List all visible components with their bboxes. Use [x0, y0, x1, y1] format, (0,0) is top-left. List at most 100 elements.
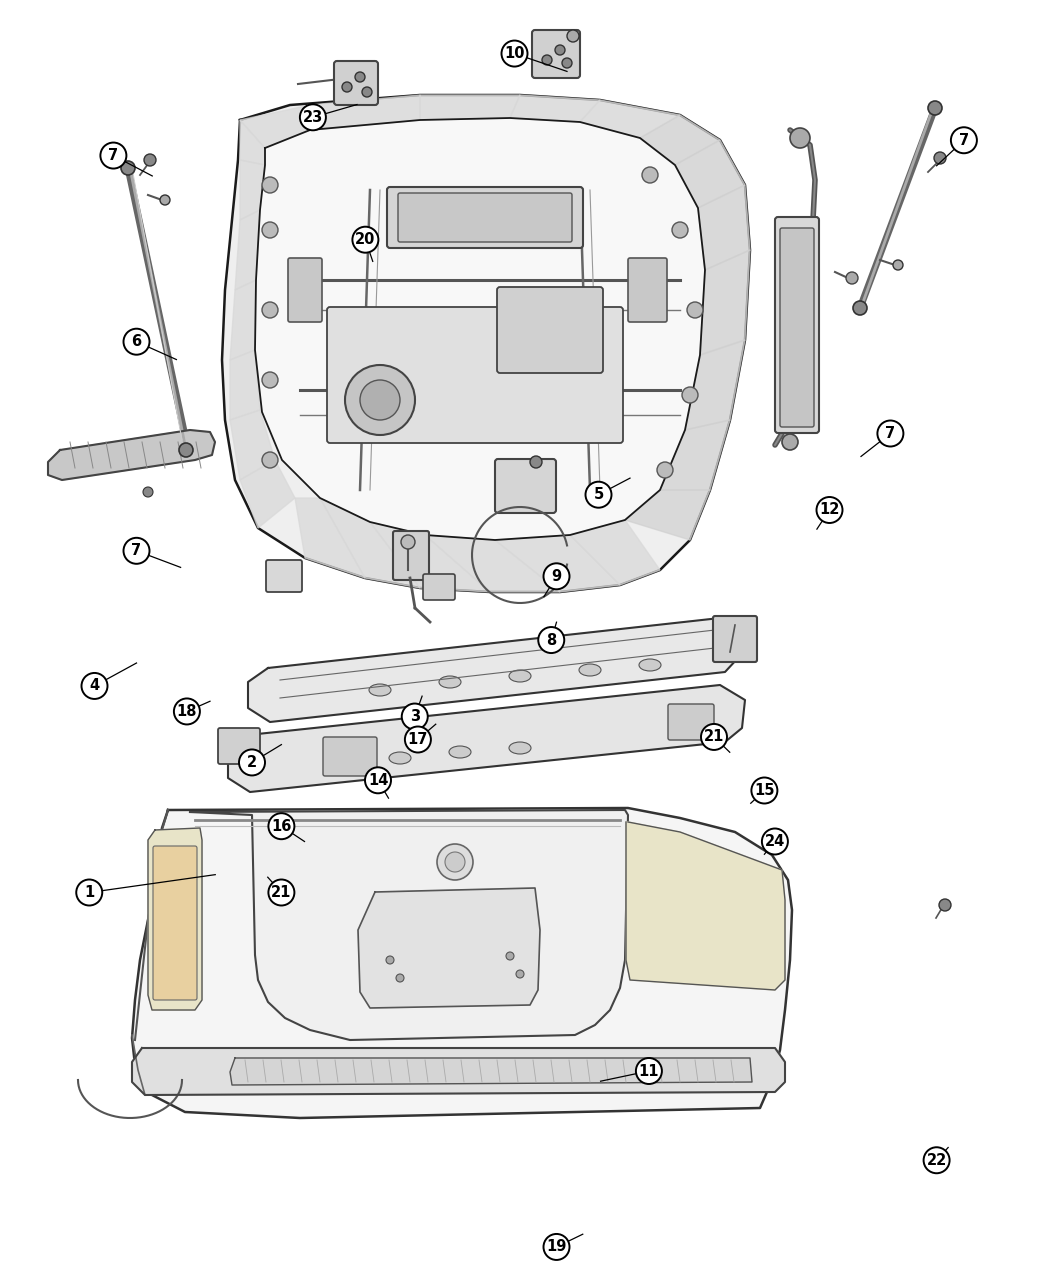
Circle shape: [687, 302, 704, 317]
Circle shape: [239, 750, 265, 775]
Circle shape: [934, 152, 946, 164]
Ellipse shape: [369, 683, 391, 696]
Text: 6: 6: [131, 334, 142, 349]
Polygon shape: [228, 685, 746, 792]
Circle shape: [506, 952, 514, 960]
Circle shape: [355, 71, 365, 82]
FancyBboxPatch shape: [327, 307, 623, 442]
Circle shape: [672, 222, 688, 238]
Text: 23: 23: [302, 110, 323, 125]
Circle shape: [360, 380, 400, 419]
Circle shape: [437, 844, 472, 880]
Circle shape: [562, 57, 572, 68]
Circle shape: [174, 699, 200, 724]
Polygon shape: [700, 250, 750, 354]
Text: 24: 24: [764, 834, 785, 849]
Text: 17: 17: [407, 732, 428, 747]
Circle shape: [124, 538, 149, 564]
FancyBboxPatch shape: [495, 459, 556, 513]
Circle shape: [555, 45, 565, 55]
FancyBboxPatch shape: [780, 228, 814, 427]
Circle shape: [846, 272, 858, 284]
Circle shape: [939, 899, 951, 912]
Circle shape: [782, 434, 798, 450]
Circle shape: [144, 154, 156, 166]
Circle shape: [121, 161, 135, 175]
FancyBboxPatch shape: [323, 737, 377, 776]
Polygon shape: [230, 411, 275, 479]
FancyBboxPatch shape: [775, 217, 819, 434]
FancyBboxPatch shape: [398, 193, 572, 242]
Polygon shape: [310, 96, 420, 130]
Circle shape: [405, 727, 430, 752]
Text: 11: 11: [638, 1063, 659, 1079]
Polygon shape: [295, 499, 365, 578]
Polygon shape: [190, 810, 628, 1040]
Circle shape: [262, 453, 278, 468]
Ellipse shape: [449, 746, 471, 759]
Ellipse shape: [579, 664, 601, 676]
Polygon shape: [132, 1048, 785, 1095]
Text: 4: 4: [89, 678, 100, 694]
FancyBboxPatch shape: [532, 31, 580, 78]
Text: 5: 5: [593, 487, 604, 502]
Circle shape: [516, 970, 524, 978]
Polygon shape: [510, 96, 600, 122]
Text: 7: 7: [131, 543, 142, 558]
Polygon shape: [148, 827, 202, 1010]
Text: 21: 21: [704, 729, 724, 745]
Polygon shape: [240, 460, 295, 528]
Circle shape: [178, 442, 193, 456]
Polygon shape: [626, 822, 785, 989]
Text: 9: 9: [551, 569, 562, 584]
Polygon shape: [425, 536, 560, 592]
Circle shape: [101, 143, 126, 168]
Polygon shape: [420, 96, 520, 120]
Ellipse shape: [388, 752, 411, 764]
Polygon shape: [495, 536, 620, 592]
Text: 12: 12: [819, 502, 840, 518]
Circle shape: [853, 301, 867, 315]
Circle shape: [657, 462, 673, 478]
Text: 2: 2: [247, 755, 257, 770]
Circle shape: [345, 365, 415, 435]
Text: 19: 19: [546, 1239, 567, 1255]
Text: 8: 8: [546, 632, 556, 648]
Text: 18: 18: [176, 704, 197, 719]
Circle shape: [924, 1148, 949, 1173]
Polygon shape: [230, 280, 256, 360]
Ellipse shape: [639, 659, 662, 671]
Circle shape: [762, 829, 788, 854]
FancyBboxPatch shape: [153, 847, 197, 1000]
Polygon shape: [248, 618, 740, 722]
Circle shape: [396, 974, 404, 982]
Polygon shape: [255, 119, 705, 541]
Circle shape: [544, 564, 569, 589]
Polygon shape: [625, 490, 710, 541]
Polygon shape: [230, 351, 260, 419]
FancyBboxPatch shape: [334, 61, 378, 105]
Polygon shape: [230, 1058, 752, 1085]
Circle shape: [542, 55, 552, 65]
Polygon shape: [580, 99, 680, 138]
Circle shape: [362, 87, 372, 97]
Ellipse shape: [509, 742, 531, 754]
Circle shape: [300, 105, 326, 130]
Circle shape: [892, 260, 903, 270]
FancyBboxPatch shape: [713, 616, 757, 662]
Circle shape: [544, 1234, 569, 1260]
Polygon shape: [660, 419, 730, 490]
Polygon shape: [320, 499, 420, 588]
Text: 20: 20: [355, 232, 376, 247]
Circle shape: [586, 482, 611, 507]
Circle shape: [269, 880, 294, 905]
Circle shape: [878, 421, 903, 446]
Circle shape: [701, 724, 727, 750]
Circle shape: [539, 627, 564, 653]
Text: 10: 10: [504, 46, 525, 61]
Circle shape: [951, 128, 977, 153]
Circle shape: [365, 768, 391, 793]
Polygon shape: [132, 808, 792, 1118]
Text: 7: 7: [959, 133, 969, 148]
Circle shape: [262, 222, 278, 238]
